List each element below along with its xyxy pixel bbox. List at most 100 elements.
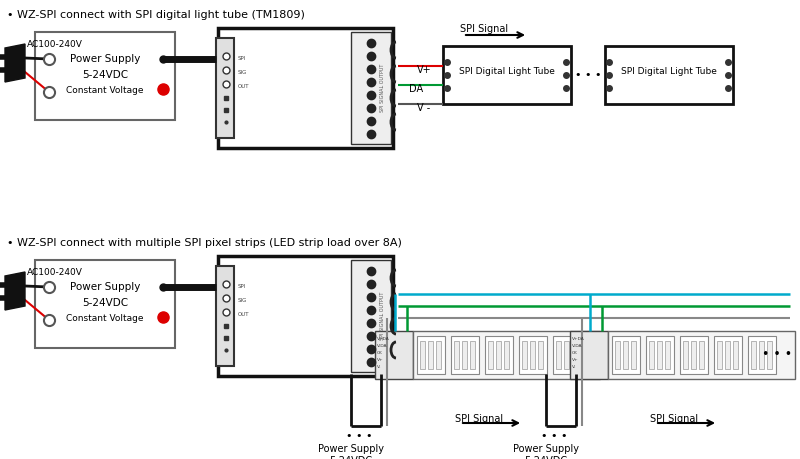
Bar (35, 260, 175, 348)
Text: Constant Voltage: Constant Voltage (66, 86, 144, 95)
Text: AC100-240V: AC100-240V (27, 268, 83, 277)
Bar (530, 341, 535, 369)
Bar (699, 341, 704, 369)
Text: • • •: • • • (762, 348, 792, 362)
Bar (553, 336, 581, 374)
Bar (767, 341, 772, 369)
Text: Constant Voltage: Constant Voltage (66, 314, 144, 323)
Text: DA: DA (409, 84, 423, 94)
Bar (717, 341, 722, 369)
Bar (519, 336, 547, 374)
Bar (428, 341, 433, 369)
Bar (522, 341, 527, 369)
Bar (538, 341, 543, 369)
Bar (665, 341, 670, 369)
Text: OUT: OUT (238, 84, 250, 89)
Bar (570, 331, 608, 379)
Text: Power Supply: Power Supply (70, 282, 140, 292)
Bar (504, 341, 509, 369)
Text: AC100-240V: AC100-240V (27, 40, 83, 49)
Text: SPI SIGNAL OUTPUT: SPI SIGNAL OUTPUT (381, 64, 386, 112)
Text: 5-24VDC: 5-24VDC (82, 298, 128, 308)
Text: V-: V- (572, 365, 576, 369)
Text: SPI: SPI (238, 284, 246, 289)
Text: SIG: SIG (238, 70, 247, 75)
Bar (605, 46, 733, 104)
Bar (657, 341, 662, 369)
Bar (646, 336, 674, 374)
Bar (759, 341, 764, 369)
Bar (443, 46, 571, 104)
Text: SPI Signal: SPI Signal (455, 414, 503, 424)
Text: V-DA: V-DA (377, 344, 387, 348)
Bar (375, 331, 413, 379)
Bar (216, 266, 234, 366)
Bar (612, 336, 640, 374)
Bar (572, 341, 577, 369)
Text: V+: V+ (377, 358, 384, 362)
Text: V-DA: V-DA (572, 344, 582, 348)
Bar (556, 341, 561, 369)
Bar (608, 331, 795, 379)
Bar (470, 341, 475, 369)
Polygon shape (5, 272, 25, 310)
Bar (417, 336, 445, 374)
Text: • • •: • • • (575, 70, 602, 80)
Bar (218, 256, 393, 376)
Polygon shape (5, 44, 25, 82)
Bar (216, 38, 234, 138)
Bar (631, 341, 636, 369)
Bar (623, 341, 628, 369)
Text: SPI: SPI (238, 56, 246, 61)
Bar (454, 341, 459, 369)
Text: SIG: SIG (238, 298, 247, 303)
Bar (462, 341, 467, 369)
Bar (733, 341, 738, 369)
Text: • WZ-SPI connect with multiple SPI pixel strips (LED strip load over 8A): • WZ-SPI connect with multiple SPI pixel… (7, 238, 402, 248)
Text: Power Supply: Power Supply (318, 444, 384, 454)
Text: SPI SIGNAL OUTPUT: SPI SIGNAL OUTPUT (381, 292, 386, 340)
Text: • • •: • • • (541, 431, 567, 441)
Text: SPI Digital Light Tube: SPI Digital Light Tube (459, 67, 555, 77)
Text: • WZ-SPI connect with SPI digital light tube (TM1809): • WZ-SPI connect with SPI digital light … (7, 10, 305, 20)
Text: 5-24VDC: 5-24VDC (330, 456, 373, 459)
Bar (35, 32, 175, 120)
Bar (436, 341, 441, 369)
Bar (748, 336, 776, 374)
Text: V+DA: V+DA (572, 337, 585, 341)
Text: 5-24VDC: 5-24VDC (525, 456, 567, 459)
Bar (351, 32, 391, 144)
Text: Power Supply: Power Supply (513, 444, 579, 454)
Bar (683, 341, 688, 369)
Bar (691, 341, 696, 369)
Bar (218, 28, 393, 148)
Text: SPI Signal: SPI Signal (460, 24, 508, 34)
Bar (615, 341, 620, 369)
Text: • • •: • • • (346, 431, 372, 441)
Bar (725, 341, 730, 369)
Bar (413, 331, 600, 379)
Text: SPI Signal: SPI Signal (650, 414, 698, 424)
Text: V+: V+ (572, 358, 578, 362)
Text: V-: V- (377, 365, 382, 369)
Bar (649, 341, 654, 369)
Text: 5-24VDC: 5-24VDC (82, 70, 128, 80)
Bar (714, 336, 742, 374)
Text: OUT: OUT (238, 312, 250, 317)
Bar (420, 341, 425, 369)
Bar (496, 341, 501, 369)
Bar (485, 336, 513, 374)
Text: SPI Digital Light Tube: SPI Digital Light Tube (621, 67, 717, 77)
Text: V -: V - (417, 103, 430, 113)
Bar (680, 336, 708, 374)
Text: V+DA: V+DA (377, 337, 390, 341)
Text: CK: CK (572, 351, 578, 355)
Bar (564, 341, 569, 369)
Bar (451, 336, 479, 374)
Bar (488, 341, 493, 369)
Text: CK: CK (377, 351, 382, 355)
Text: V+: V+ (417, 65, 432, 75)
Bar (351, 260, 391, 372)
Text: Power Supply: Power Supply (70, 54, 140, 64)
Bar (751, 341, 756, 369)
